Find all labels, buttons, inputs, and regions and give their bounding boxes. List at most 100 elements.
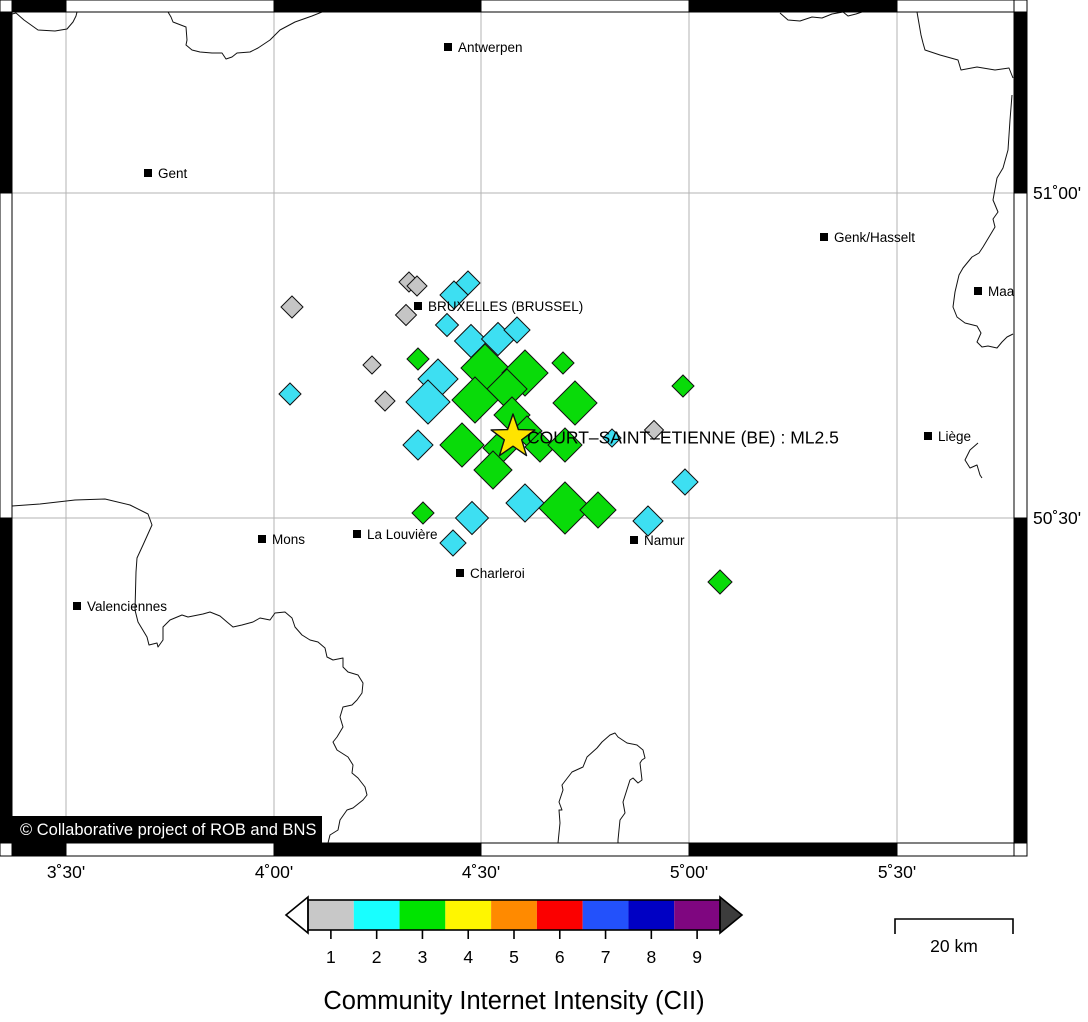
frame-segment-bottom bbox=[273, 842, 482, 857]
city-marker-group: Namur bbox=[630, 533, 685, 548]
map-frame bbox=[0, 0, 1028, 857]
intensity-3-diamond bbox=[538, 481, 592, 535]
scalebar-label: 20 km bbox=[930, 936, 978, 956]
epicenter-label: COURT–SAINT–ETIENNE (BE) : ML2.5 bbox=[527, 428, 839, 448]
colorbar-title: Community Internet Intensity (CII) bbox=[323, 987, 704, 1015]
intensity-1-diamond bbox=[362, 355, 382, 375]
intensity-3-diamond bbox=[552, 380, 598, 426]
intensity-markers bbox=[278, 270, 733, 595]
intensity-3-diamond bbox=[671, 374, 695, 398]
city-square-icon bbox=[974, 287, 982, 295]
frame-segment-top bbox=[273, 0, 482, 13]
colorbar-value-label: 7 bbox=[601, 947, 611, 967]
intensity-2-diamond bbox=[405, 379, 451, 425]
intensity-1-diamond bbox=[280, 295, 304, 319]
copyright-box-group: © Collaborative project of ROB and BNS bbox=[12, 816, 322, 843]
latitude-label: 51˚00' bbox=[1033, 183, 1081, 203]
city-marker-group: Genk/Hasselt bbox=[820, 230, 915, 245]
colorbar-segment-3 bbox=[399, 900, 446, 930]
colorbar-segment-4 bbox=[445, 900, 492, 930]
intensity-2-diamond bbox=[434, 312, 460, 338]
city-marker-group: Valenciennes bbox=[73, 599, 167, 614]
city-square-icon bbox=[924, 432, 932, 440]
distance-scalebar bbox=[894, 918, 1014, 934]
city-square-icon bbox=[414, 302, 422, 310]
city-marker-group: Charleroi bbox=[456, 566, 525, 581]
frame-segment-right bbox=[1013, 192, 1028, 519]
intensity-2-diamond bbox=[402, 429, 434, 461]
city-label: Genk/Hasselt bbox=[834, 230, 915, 245]
intensity-2-diamond bbox=[602, 428, 622, 448]
epicenter-star-group bbox=[490, 413, 536, 457]
axis-labels: 3˚30' 4˚00' 4˚30' 5˚00' 5˚30' 51˚00' 50˚30' bbox=[47, 183, 1081, 882]
copyright-text: © Collaborative project of ROB and BNS bbox=[20, 821, 316, 839]
intensity-3-diamond bbox=[439, 422, 485, 468]
city-label: BRUXELLES (BRUSSEL) bbox=[428, 299, 583, 314]
intensity-1-diamond bbox=[394, 303, 418, 327]
frame-segment-left bbox=[0, 11, 13, 194]
city-label: Namur bbox=[644, 533, 685, 548]
frame-corner bbox=[1013, 842, 1028, 857]
frame-segment-top bbox=[65, 0, 275, 13]
colorbar-value-label: 4 bbox=[463, 947, 473, 967]
intensity-3-diamond bbox=[524, 431, 556, 463]
frame-segment-top bbox=[11, 0, 67, 13]
longitude-label: 4˚30' bbox=[462, 862, 500, 882]
colorbar-segment-9 bbox=[674, 900, 720, 930]
graticule bbox=[12, 12, 1014, 843]
latitude-label: 50˚30' bbox=[1033, 508, 1081, 528]
intensity-1-diamond bbox=[374, 390, 396, 412]
colorbar-value-label: 2 bbox=[372, 947, 382, 967]
colorbar-right-arrow-icon bbox=[719, 895, 744, 935]
border-north-border-wiggle bbox=[779, 12, 863, 22]
country-borders bbox=[12, 12, 1014, 843]
city-square-icon bbox=[630, 536, 638, 544]
colorbar-value-label: 3 bbox=[418, 947, 428, 967]
border-scheldt-estuary bbox=[167, 12, 323, 60]
longitude-label: 3˚30' bbox=[47, 862, 85, 882]
frame-segment-right bbox=[1013, 11, 1028, 194]
city-marker-group: La Louvière bbox=[353, 527, 438, 542]
intensity-3-diamond bbox=[579, 491, 617, 529]
intensity-2-diamond bbox=[632, 505, 664, 537]
border-northeast-border bbox=[916, 12, 1014, 79]
city-marker-group: Antwerpen bbox=[444, 40, 523, 55]
city-square-icon bbox=[353, 530, 361, 538]
scalebar-bracket bbox=[894, 918, 1014, 934]
border-maastricht-strip bbox=[952, 94, 1014, 349]
city-label: Valenciennes bbox=[87, 599, 167, 614]
frame-segment-left bbox=[0, 517, 13, 844]
city-marker-group: Gent bbox=[144, 166, 188, 181]
colorbar-segment-5 bbox=[491, 900, 537, 930]
epicenter-star-icon bbox=[490, 413, 536, 457]
intensity-colorbar: 1 2 3 4 5 6 7 8 9 bbox=[284, 895, 744, 967]
city-square-icon bbox=[456, 569, 464, 577]
frame-corner bbox=[0, 0, 13, 13]
city-label: Maa bbox=[988, 284, 1015, 299]
colorbar-segment-2 bbox=[353, 900, 400, 930]
city-label: Liège bbox=[938, 429, 971, 444]
colorbar-value-label: 6 bbox=[555, 947, 565, 967]
longitude-label: 4˚00' bbox=[255, 862, 293, 882]
colorbar-value-label: 8 bbox=[646, 947, 656, 967]
city-square-icon bbox=[444, 43, 452, 51]
frame-segment-bottom bbox=[688, 842, 898, 857]
city-label: Mons bbox=[272, 532, 305, 547]
intensity-3-diamond bbox=[451, 376, 499, 424]
intensity-1-diamond bbox=[406, 275, 428, 297]
frame-segment-top bbox=[896, 0, 1015, 13]
colorbar-outline bbox=[307, 899, 721, 931]
frame-segment-top bbox=[688, 0, 898, 13]
intensity-3-diamond bbox=[551, 351, 575, 375]
city-marker-group: Mons bbox=[258, 532, 305, 547]
border-meuse-hook bbox=[964, 442, 983, 479]
border-givet-salient bbox=[557, 732, 646, 843]
intensity-3-diamond bbox=[473, 450, 513, 490]
intensity-1-diamond bbox=[643, 419, 665, 441]
colorbar-segment-7 bbox=[582, 900, 629, 930]
colorbar-value-label: 5 bbox=[509, 947, 519, 967]
colorbar-segment-1 bbox=[308, 900, 354, 930]
colorbar-segment-6 bbox=[536, 900, 583, 930]
